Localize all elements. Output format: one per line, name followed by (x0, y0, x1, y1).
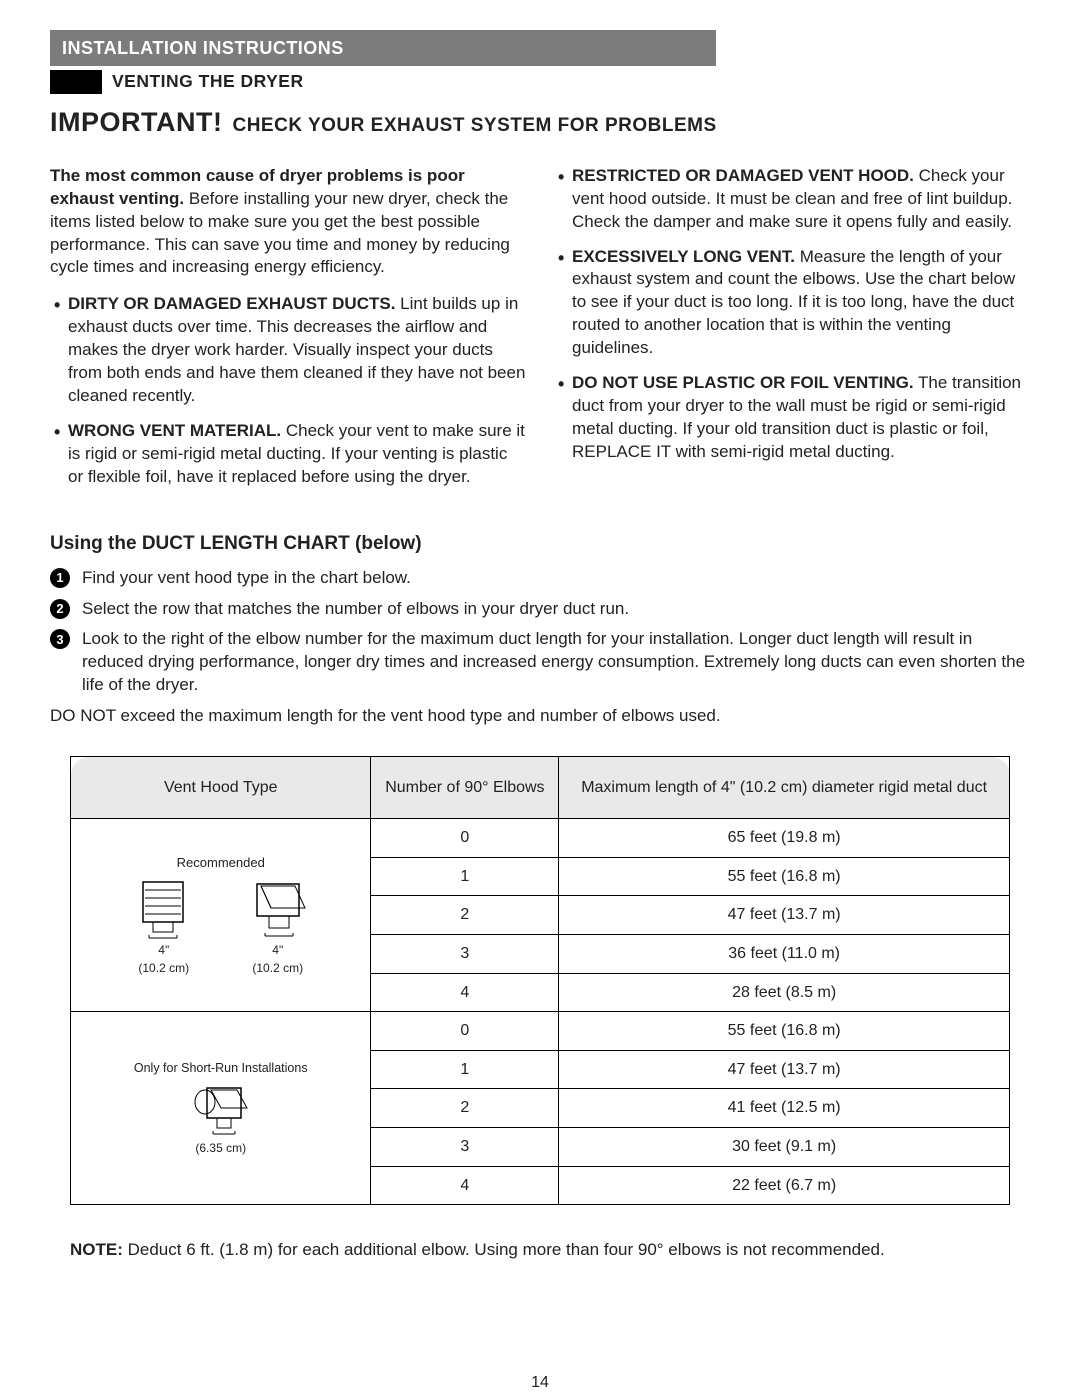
elbow-cell: 0 (371, 819, 559, 858)
black-accent-box (50, 70, 102, 94)
small-hood-icon: (6.35 cm) (181, 1082, 261, 1156)
note-text: Deduct 6 ft. (1.8 m) for each additional… (123, 1240, 885, 1259)
bullet-item: EXCESSIVELY LONG VENT. Measure the lengt… (554, 246, 1030, 361)
elbow-cell: 3 (371, 934, 559, 973)
length-cell: 22 feet (6.7 m) (559, 1166, 1010, 1205)
length-cell: 30 feet (9.1 m) (559, 1127, 1010, 1166)
section-header: INSTALLATION INSTRUCTIONS (50, 30, 716, 66)
col-header-elbows: Number of 90° Elbows (371, 757, 559, 819)
col-header-max-length: Maximum length of 4" (10.2 cm) diameter … (559, 757, 1010, 819)
important-text: CHECK YOUR EXHAUST SYSTEM FOR PROBLEMS (232, 113, 716, 139)
bullet-item: WRONG VENT MATERIAL. Check your vent to … (50, 420, 526, 489)
elbow-cell: 0 (371, 1012, 559, 1051)
note-paragraph: NOTE: Deduct 6 ft. (1.8 m) for each addi… (70, 1239, 1010, 1262)
length-cell: 47 feet (13.7 m) (559, 896, 1010, 935)
col-header-vent-hood: Vent Hood Type (71, 757, 371, 819)
vent-hood-shortrun-cell: Only for Short-Run Installations (6.3 (71, 1012, 371, 1205)
note-bold: NOTE: (70, 1240, 123, 1259)
duct-length-chart: Vent Hood Type Number of 90° Elbows Maxi… (70, 756, 1010, 1205)
important-word: IMPORTANT! (50, 104, 222, 140)
step-number-badge: 2 (50, 599, 70, 619)
shortrun-label: Only for Short-Run Installations (81, 1060, 360, 1077)
bullet-item: DIRTY OR DAMAGED EXHAUST DUCTS. Lint bui… (50, 293, 526, 408)
do-not-text: DO NOT exceed the maximum length for the… (50, 705, 1030, 728)
length-cell: 36 feet (11.0 m) (559, 934, 1010, 973)
right-bullet-list: RESTRICTED OR DAMAGED VENT HOOD. Check y… (554, 165, 1030, 464)
step-number-badge: 3 (50, 629, 70, 649)
right-column: RESTRICTED OR DAMAGED VENT HOOD. Check y… (554, 165, 1030, 501)
length-cell: 28 feet (8.5 m) (559, 973, 1010, 1012)
length-cell: 47 feet (13.7 m) (559, 1050, 1010, 1089)
louvered-hood-icon: 4" (10.2 cm) (127, 878, 201, 976)
length-cell: 55 feet (16.8 m) (559, 1012, 1010, 1051)
vent-hood-recommended-cell: Recommended (71, 819, 371, 1012)
bullet-item: RESTRICTED OR DAMAGED VENT HOOD. Check y… (554, 165, 1030, 234)
step-item: 2Select the row that matches the number … (50, 598, 1030, 621)
step-item: 1Find your vent hood type in the chart b… (50, 567, 1030, 590)
left-column: The most common cause of dryer problems … (50, 165, 526, 501)
duct-table: Vent Hood Type Number of 90° Elbows Maxi… (70, 756, 1010, 1205)
elbow-cell: 4 (371, 973, 559, 1012)
elbow-cell: 2 (371, 896, 559, 935)
step-item: 3Look to the right of the elbow number f… (50, 628, 1030, 697)
elbow-cell: 3 (371, 1127, 559, 1166)
step-number-badge: 1 (50, 568, 70, 588)
elbow-cell: 4 (371, 1166, 559, 1205)
length-cell: 55 feet (16.8 m) (559, 857, 1010, 896)
elbow-cell: 2 (371, 1089, 559, 1128)
length-cell: 65 feet (19.8 m) (559, 819, 1010, 858)
important-heading: IMPORTANT! CHECK YOUR EXHAUST SYSTEM FOR… (50, 104, 1030, 140)
elbow-cell: 1 (371, 1050, 559, 1089)
page-number: 14 (50, 1372, 1030, 1394)
elbow-cell: 1 (371, 857, 559, 896)
subheading: VENTING THE DRYER (112, 70, 304, 94)
intro-paragraph: The most common cause of dryer problems … (50, 165, 526, 280)
bullet-item: DO NOT USE PLASTIC OR FOIL VENTING. The … (554, 372, 1030, 464)
numbered-steps: 1Find your vent hood type in the chart b… (50, 567, 1030, 698)
angled-hood-icon: 4" (10.2 cm) (241, 878, 315, 976)
subheading-row: VENTING THE DRYER (50, 70, 1030, 94)
left-bullet-list: DIRTY OR DAMAGED EXHAUST DUCTS. Lint bui… (50, 293, 526, 489)
two-column-body: The most common cause of dryer problems … (50, 165, 1030, 501)
recommended-label: Recommended (81, 854, 360, 872)
length-cell: 41 feet (12.5 m) (559, 1089, 1010, 1128)
using-chart-heading: Using the DUCT LENGTH CHART (below) (50, 531, 1030, 557)
